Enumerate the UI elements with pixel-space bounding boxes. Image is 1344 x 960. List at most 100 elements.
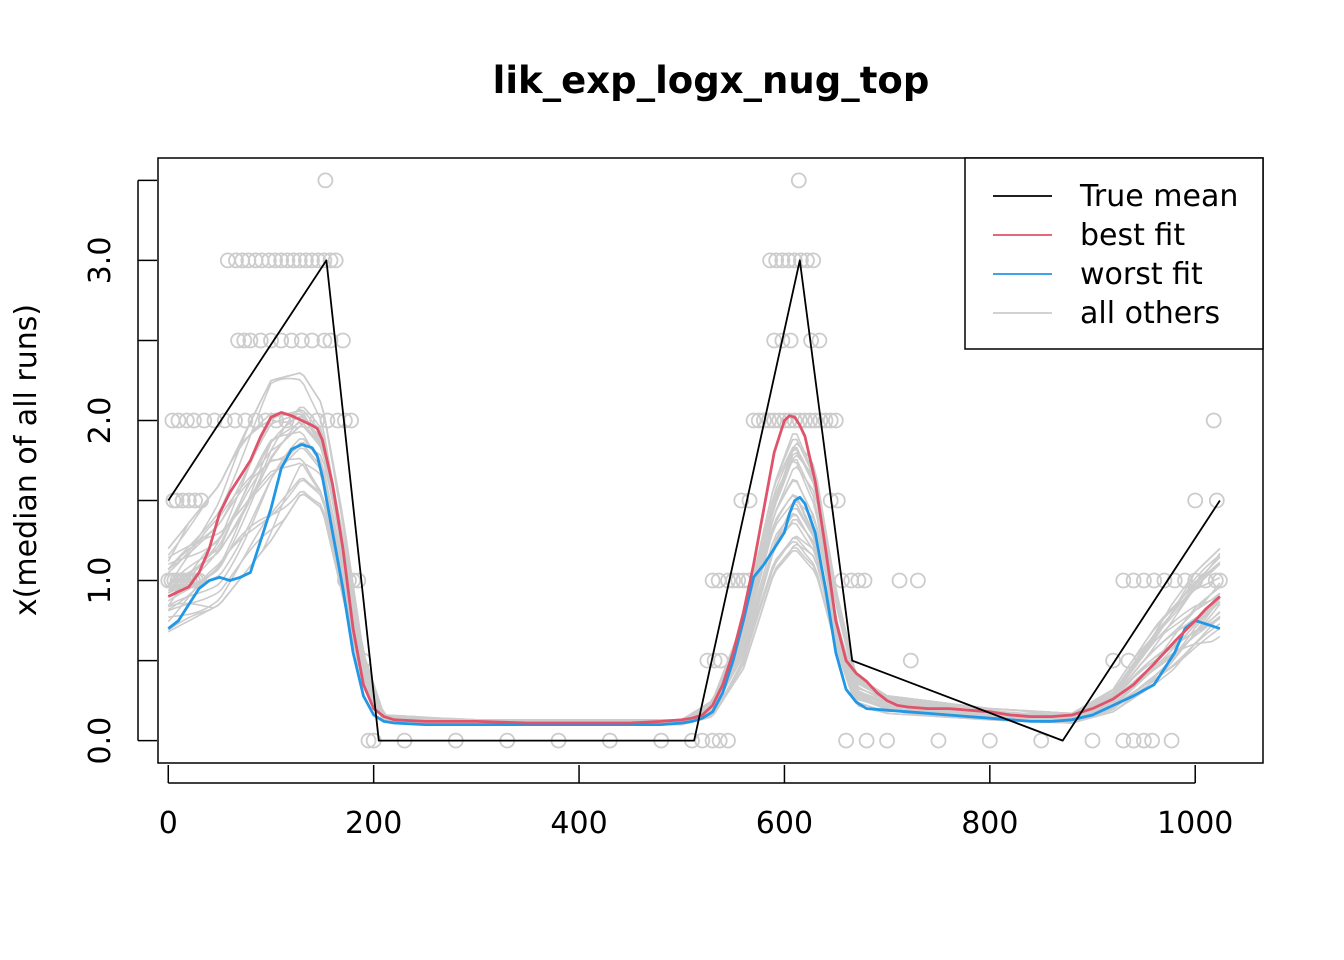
series-layer: [167, 259, 1221, 742]
data-point: [720, 732, 736, 749]
data-point: [981, 732, 998, 749]
data-point: [260, 252, 277, 269]
data-point: [790, 172, 807, 189]
data-point: [196, 412, 213, 429]
data-point: [710, 572, 727, 589]
data-point: [811, 332, 828, 349]
data-point: [291, 252, 308, 269]
legend-label: best fit: [1080, 218, 1185, 253]
data-point: [706, 652, 723, 669]
data-point: [187, 492, 203, 509]
data-point: [230, 332, 247, 349]
data-point: [285, 252, 302, 269]
data-point: [236, 332, 253, 349]
plot-frame: [157, 157, 1264, 764]
y-tick-label: 0.0: [83, 717, 118, 765]
data-point: [902, 652, 919, 669]
data-point: [1084, 732, 1101, 749]
data-point: [360, 732, 377, 749]
data-point: [174, 492, 191, 509]
legend: True mean best fit worst fit all others: [964, 157, 1264, 350]
data-point: [1105, 652, 1121, 669]
y-tick-label: 1.0: [83, 557, 118, 605]
data-point: [930, 732, 947, 749]
data-point: [1136, 732, 1152, 749]
data-point: [1115, 572, 1132, 589]
data-point: [891, 572, 908, 589]
data-point: [1120, 652, 1137, 669]
data-point: [1177, 572, 1193, 589]
data-point: [1125, 572, 1142, 589]
legend-box: [964, 157, 1264, 350]
y-tick-label: 2.0: [83, 397, 118, 445]
data-point: [279, 252, 296, 269]
data-point: [879, 732, 895, 749]
x-tick-label: 400: [550, 806, 607, 841]
data-point: [178, 412, 195, 429]
worst-fit-line: [167, 443, 1221, 726]
data-point: [252, 332, 269, 349]
true-mean-line: [167, 259, 1221, 742]
data-point: [319, 412, 336, 429]
data-point: [838, 732, 854, 749]
x-tick-label: 0: [159, 806, 178, 841]
data-point: [193, 492, 210, 509]
data-point: [1115, 732, 1132, 749]
data-point: [1033, 732, 1050, 749]
data-point: [219, 252, 236, 269]
observation-points-layer: [160, 172, 1228, 749]
data-point: [304, 332, 320, 349]
data-point: [168, 492, 185, 509]
x-tick-label: 800: [961, 806, 1018, 841]
data-point: [762, 252, 778, 269]
legend-label: True mean: [1079, 179, 1238, 214]
data-point: [827, 412, 844, 429]
data-point: [782, 332, 799, 349]
data-point: [180, 492, 197, 509]
data-point: [766, 332, 783, 349]
data-point: [780, 252, 797, 269]
data-point: [322, 332, 339, 349]
data-point: [237, 412, 254, 429]
x-tick-label: 600: [756, 806, 813, 841]
data-point: [750, 412, 767, 429]
data-point: [1187, 492, 1204, 509]
data-point: [316, 332, 333, 349]
data-point: [786, 412, 803, 429]
data-point: [774, 252, 791, 269]
data-point: [273, 252, 290, 269]
other-run-line: [167, 372, 1221, 722]
best-fit-line: [167, 411, 1221, 725]
legend-label: all others: [1080, 296, 1220, 331]
data-point: [822, 412, 839, 429]
data-point: [1136, 572, 1152, 589]
data-point: [322, 252, 339, 269]
data-point: [766, 412, 783, 429]
data-point: [776, 412, 793, 429]
other-run-line: [167, 493, 1221, 726]
data-point: [807, 412, 824, 429]
data-point: [316, 252, 333, 269]
data-point: [802, 412, 818, 429]
data-point: [761, 412, 777, 429]
data-point: [1125, 732, 1142, 749]
data-point: [1144, 732, 1160, 749]
data-point: [856, 572, 873, 589]
y-tick-label: 3.0: [83, 237, 118, 285]
other-run-line: [167, 444, 1221, 725]
data-point: [1205, 412, 1222, 429]
data-point: [297, 252, 314, 269]
x-tick-label: 200: [345, 806, 402, 841]
data-point: [227, 412, 243, 429]
data-point: [694, 732, 711, 749]
data-point: [910, 572, 926, 589]
data-point: [242, 332, 259, 349]
data-point: [817, 412, 834, 429]
data-point: [850, 572, 867, 589]
data-point: [711, 732, 728, 749]
other-runs-layer: [167, 372, 1221, 726]
other-run-line: [167, 479, 1221, 726]
data-point: [786, 252, 803, 269]
data-point: [704, 572, 721, 589]
